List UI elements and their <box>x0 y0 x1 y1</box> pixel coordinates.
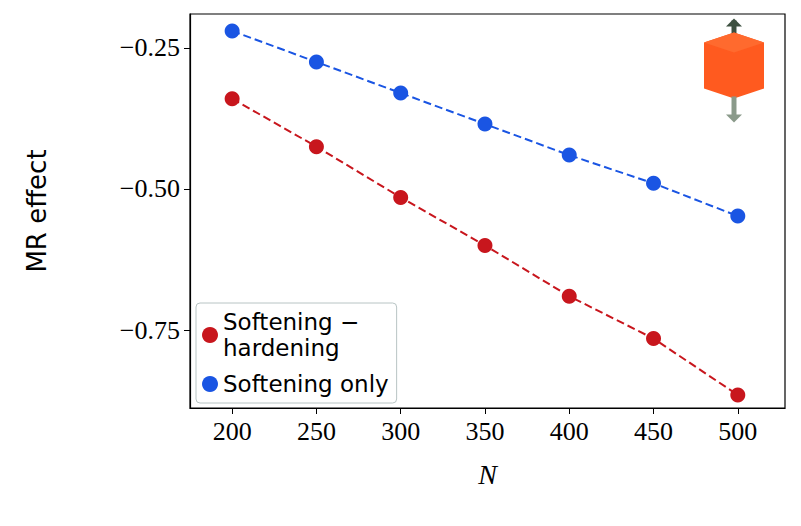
svg-text:400: 400 <box>550 417 589 446</box>
svg-text:−0.75: −0.75 <box>120 316 180 345</box>
svg-text:N: N <box>477 459 498 490</box>
svg-text:200: 200 <box>213 417 252 446</box>
svg-text:350: 350 <box>465 417 504 446</box>
svg-text:500: 500 <box>718 417 757 446</box>
svg-text:300: 300 <box>381 417 420 446</box>
svg-text:MR effect: MR effect <box>22 149 52 272</box>
svg-text:−0.25: −0.25 <box>120 33 180 62</box>
svg-text:450: 450 <box>634 417 673 446</box>
svg-text:Softening −: Softening − <box>223 309 359 335</box>
svg-text:hardening: hardening <box>223 335 340 361</box>
svg-text:250: 250 <box>297 417 336 446</box>
svg-text:Softening only: Softening only <box>223 371 389 397</box>
svg-text:−0.50: −0.50 <box>120 174 180 203</box>
